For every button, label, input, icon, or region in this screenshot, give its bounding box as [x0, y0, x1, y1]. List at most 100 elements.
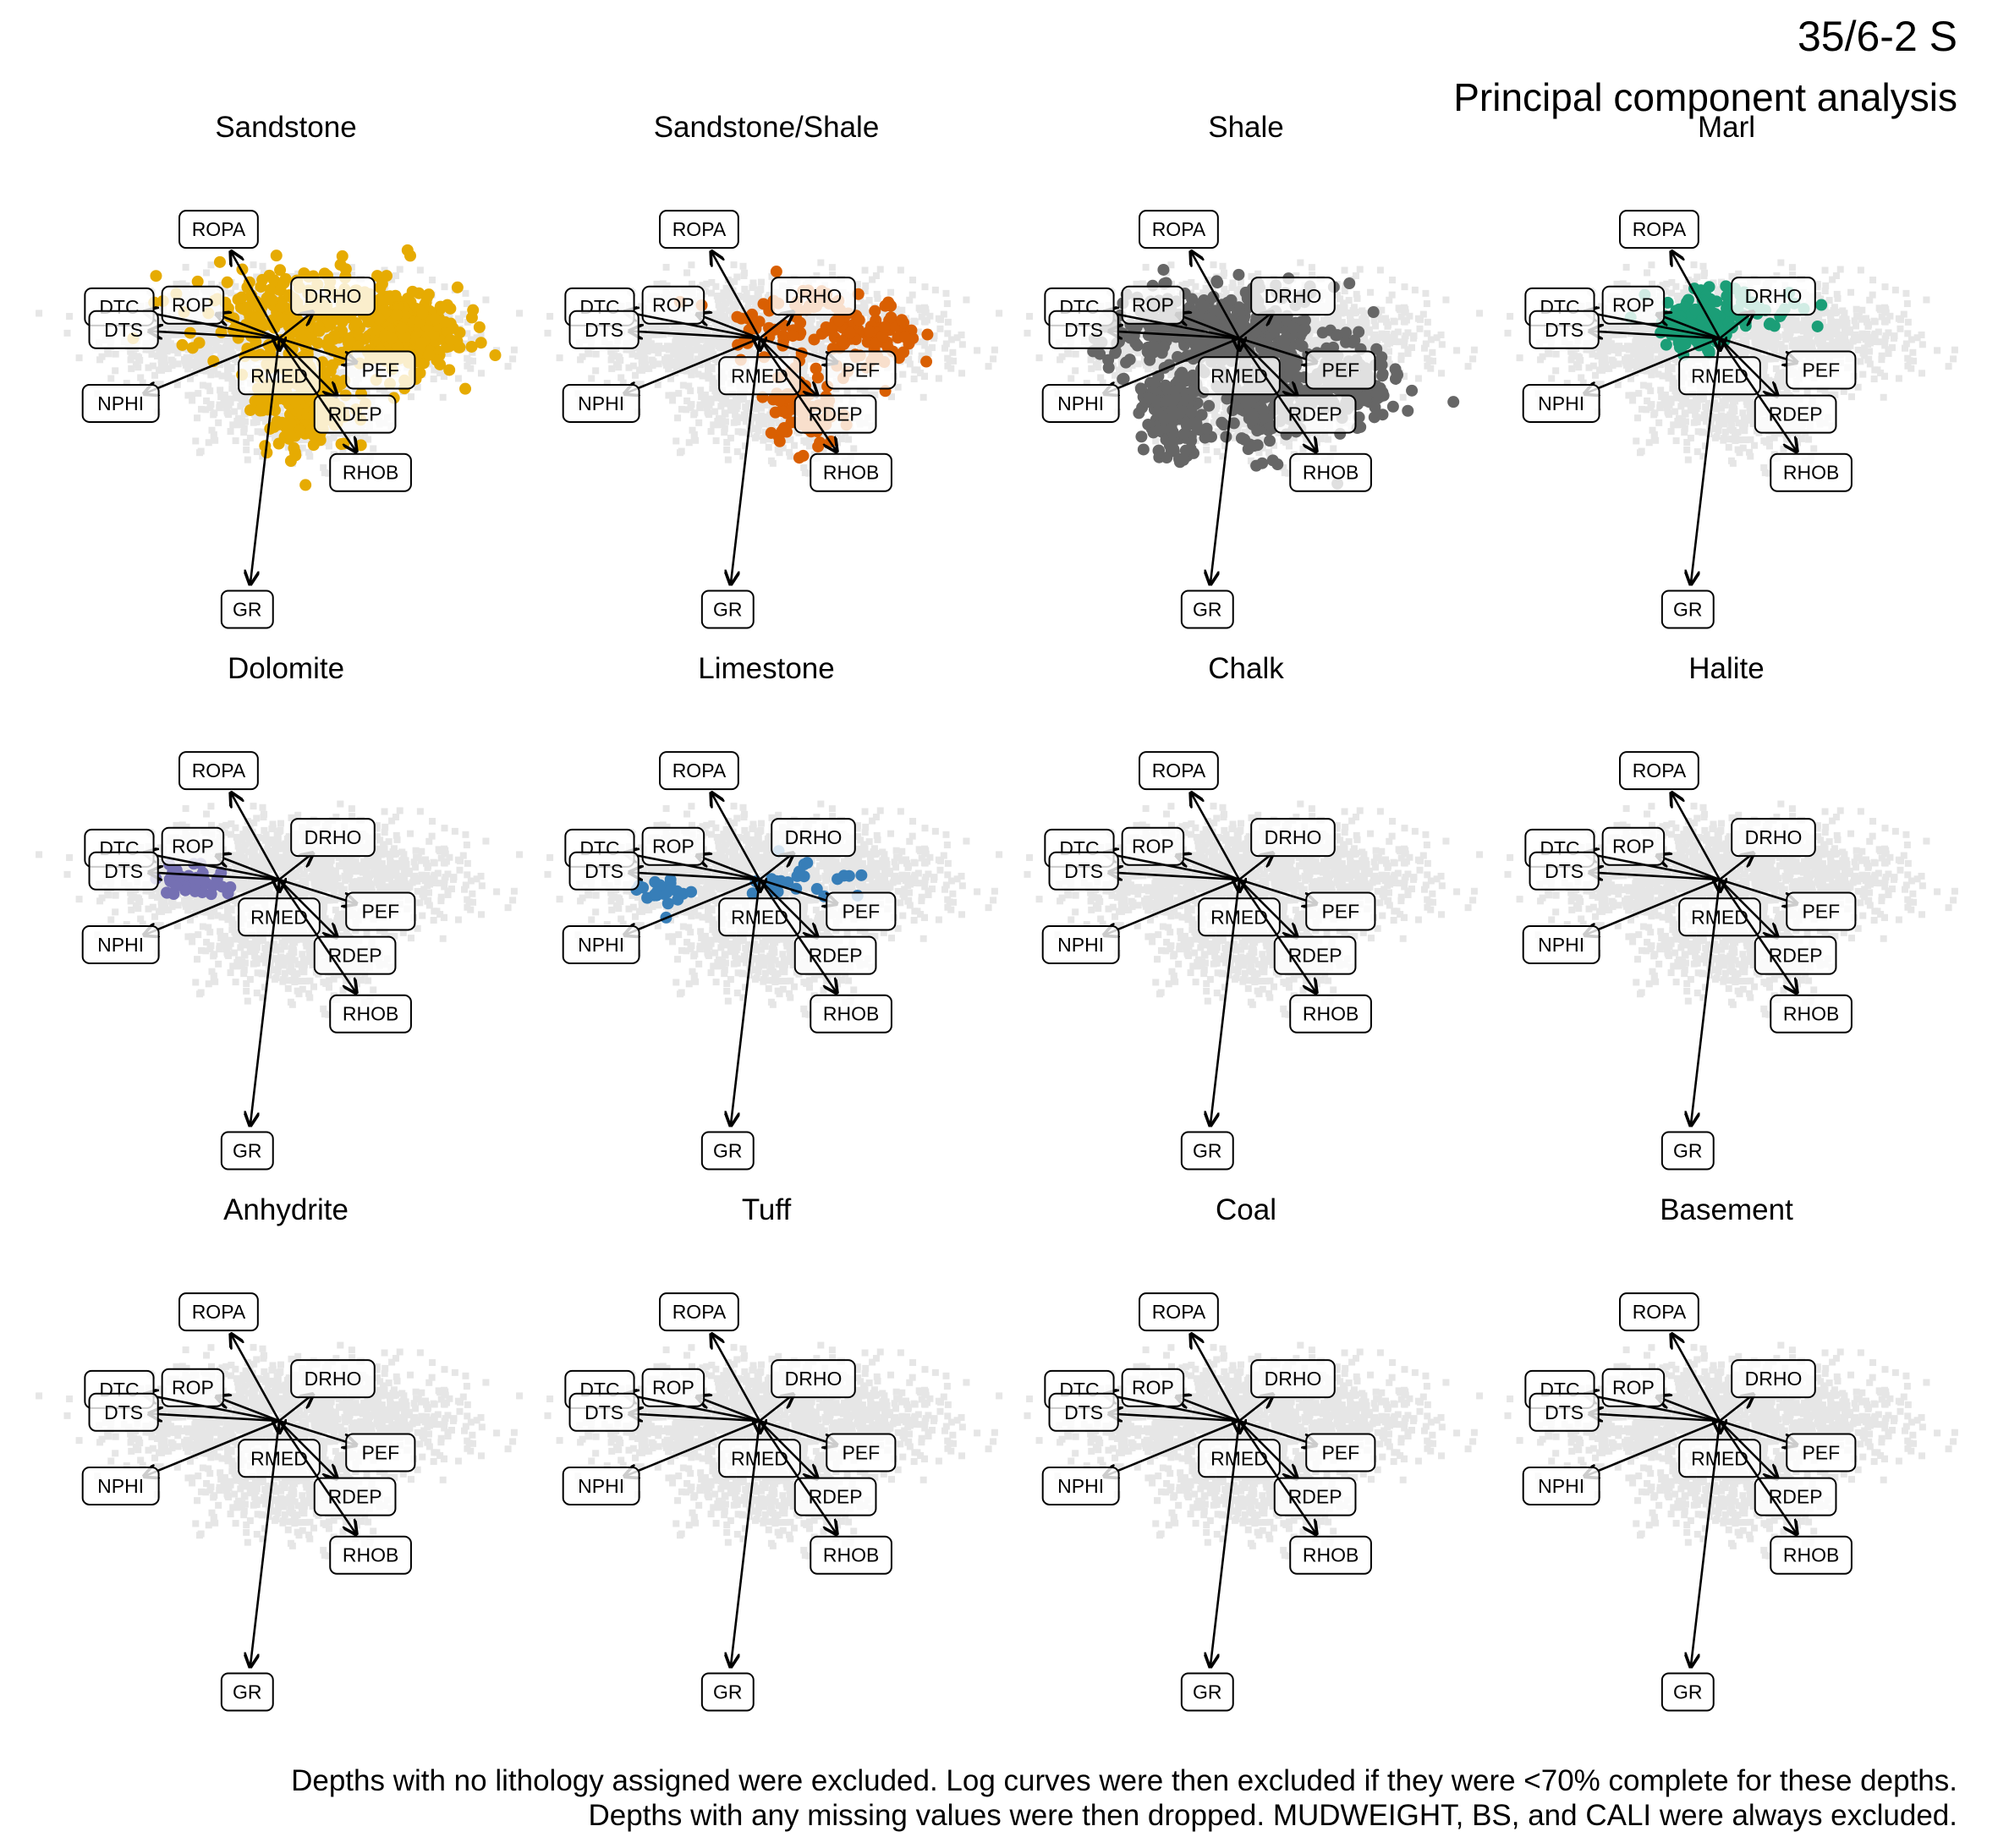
background-point — [205, 348, 211, 355]
background-point — [238, 395, 244, 402]
background-point — [216, 404, 222, 411]
data-point — [150, 270, 162, 282]
background-point — [250, 261, 257, 268]
background-point — [150, 363, 156, 370]
background-point — [440, 394, 447, 401]
background-point — [96, 356, 103, 363]
background-point — [397, 266, 403, 272]
data-point — [475, 337, 487, 348]
data-point — [250, 313, 262, 325]
background-point — [259, 263, 266, 270]
background-point — [156, 367, 162, 374]
background-point — [462, 290, 469, 297]
data-point — [271, 250, 283, 261]
background-point — [442, 283, 448, 290]
data-point — [255, 281, 266, 293]
background-point — [464, 355, 470, 362]
data-point — [214, 256, 226, 268]
data-point — [274, 264, 286, 276]
background-point — [254, 419, 261, 425]
background-point — [182, 359, 189, 366]
background-point — [174, 381, 181, 388]
data-point — [274, 316, 286, 328]
background-point — [134, 364, 141, 370]
background-point — [231, 387, 238, 394]
background-point — [200, 382, 206, 389]
background-point — [482, 297, 489, 304]
background-point — [191, 360, 198, 367]
background-point — [170, 347, 177, 354]
background-point — [161, 359, 167, 366]
data-point — [177, 339, 189, 351]
background-point — [113, 351, 119, 358]
background-point — [203, 326, 210, 332]
background-point — [64, 330, 71, 337]
background-point — [417, 266, 424, 273]
background-point — [206, 387, 213, 394]
background-point — [225, 411, 232, 418]
background-point — [215, 420, 222, 426]
background-point — [195, 390, 201, 397]
background-point — [243, 439, 250, 446]
background-point — [509, 355, 516, 362]
background-point — [321, 469, 328, 476]
background-point — [207, 261, 214, 268]
background-point — [505, 363, 512, 370]
background-point — [233, 437, 239, 444]
data-point — [239, 302, 250, 314]
background-point — [198, 406, 205, 413]
background-point — [179, 324, 186, 331]
data-point — [187, 342, 199, 354]
background-point — [197, 324, 204, 331]
background-point — [231, 409, 238, 415]
background-point — [222, 350, 228, 357]
background-point — [134, 353, 140, 359]
data-point — [236, 292, 248, 304]
background-point — [235, 415, 242, 422]
background-point — [237, 403, 244, 409]
background-point — [206, 439, 212, 446]
background-point — [169, 358, 176, 365]
data-point — [452, 282, 464, 293]
background-point — [199, 356, 206, 363]
background-point — [183, 264, 189, 271]
background-point — [244, 457, 251, 463]
background-point — [112, 367, 118, 374]
data-point — [421, 292, 433, 304]
data-point — [222, 277, 233, 288]
background-point — [429, 277, 436, 283]
background-point — [203, 269, 210, 276]
background-point — [228, 428, 234, 435]
background-point — [76, 354, 83, 361]
background-point — [226, 373, 233, 380]
background-point — [189, 397, 195, 403]
background-point — [370, 445, 376, 452]
data-point — [337, 250, 349, 262]
background-point — [184, 365, 191, 372]
background-point — [107, 375, 114, 381]
background-point — [128, 356, 134, 363]
background-point — [478, 370, 485, 376]
background-point — [511, 347, 518, 354]
background-point — [207, 337, 214, 343]
background-point — [105, 350, 112, 357]
background-point — [431, 376, 437, 382]
background-point — [203, 398, 210, 404]
data-point — [278, 277, 290, 289]
data-point — [474, 321, 486, 333]
background-point — [211, 347, 217, 354]
background-point — [36, 310, 42, 316]
background-point — [225, 402, 232, 409]
background-point — [194, 414, 200, 421]
facet-title: Sandstone — [215, 111, 356, 144]
background-point — [464, 363, 470, 370]
background-point — [198, 448, 205, 455]
background-point — [228, 290, 234, 297]
background-point — [455, 375, 462, 381]
background-point — [192, 437, 199, 444]
data-point — [266, 294, 278, 306]
background-point — [408, 393, 414, 400]
background-point — [243, 447, 250, 453]
